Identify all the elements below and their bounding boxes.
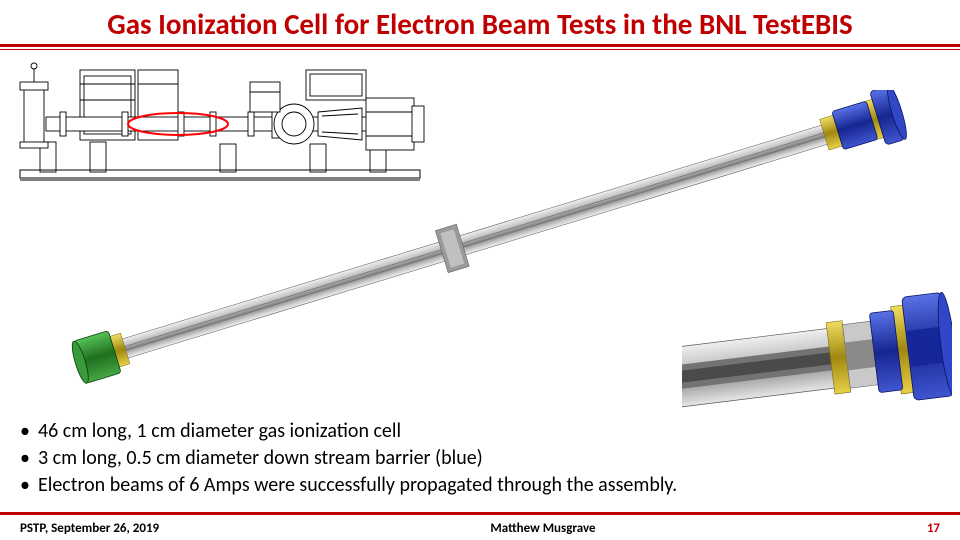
bullet-item: Electron beams of 6 Amps were successful… (20, 472, 677, 499)
page-number: 17 (927, 521, 940, 536)
bullet-list: 46 cm long, 1 cm diameter gas ionization… (20, 418, 677, 499)
slide: Gas Ionization Cell for Electron Beam Te… (0, 0, 960, 540)
schematic-drawing (10, 52, 430, 192)
footer-line (0, 512, 960, 515)
title-underline-thin (0, 49, 960, 50)
footer-left: PSTP, September 26, 2019 (20, 521, 159, 536)
bullet-item: 3 cm long, 0.5 cm diameter down stream b… (20, 445, 677, 472)
detail-cutaway (682, 290, 952, 420)
footer: PSTP, September 26, 2019 Matthew Musgrav… (0, 512, 960, 540)
bullet-item: 46 cm long, 1 cm diameter gas ionization… (20, 418, 677, 445)
footer-center: Matthew Musgrave (490, 521, 595, 536)
title-underline (0, 44, 960, 47)
slide-title: Gas Ionization Cell for Electron Beam Te… (0, 0, 960, 42)
